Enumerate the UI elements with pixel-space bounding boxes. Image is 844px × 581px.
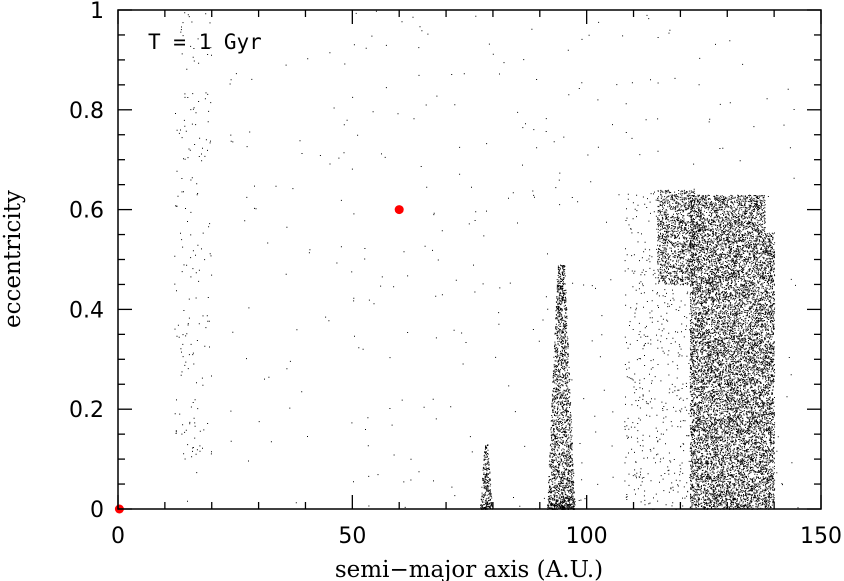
x-tick-label: 50 bbox=[338, 524, 366, 549]
tick-labels-layer: 0 50 100 150 0 0.2 0.4 0.6 0.8 1 bbox=[69, 0, 842, 549]
x-tick-label: 0 bbox=[111, 524, 125, 549]
y-tick-label: 0.8 bbox=[69, 99, 104, 124]
plot-frame bbox=[117, 9, 822, 510]
ticks-layer bbox=[117, 9, 822, 510]
y-tick-label: 0 bbox=[90, 498, 104, 523]
planet-marker bbox=[394, 205, 404, 215]
particles-layer bbox=[174, 10, 799, 510]
y-axis-label: eccentricity bbox=[0, 190, 26, 328]
planets-layer bbox=[114, 205, 404, 514]
x-axis-label: semi−major axis (A.U.) bbox=[335, 557, 603, 581]
x-tick-label: 150 bbox=[800, 524, 842, 549]
y-tick-label: 1 bbox=[90, 0, 104, 24]
y-tick-label: 0.4 bbox=[69, 298, 104, 323]
particle-points bbox=[174, 10, 799, 510]
annotation-text: T = 1 Gyr bbox=[148, 30, 262, 54]
y-tick-label: 0.6 bbox=[69, 199, 104, 224]
x-tick-label: 100 bbox=[566, 524, 608, 549]
y-tick-label: 0.2 bbox=[69, 398, 104, 423]
